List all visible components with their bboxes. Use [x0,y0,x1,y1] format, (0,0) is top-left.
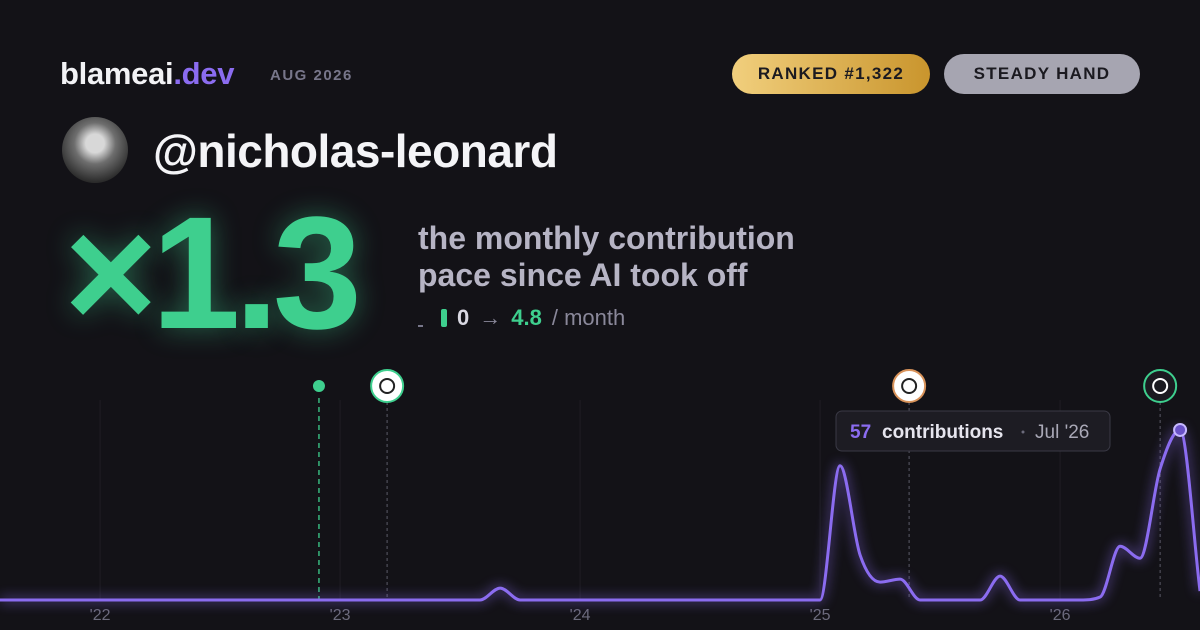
event-dot [312,380,325,392]
tooltip-value: 57 [850,422,871,443]
tooltip-box [835,410,1111,452]
event-icon-glyph [1152,378,1169,394]
after: 4.8 [511,305,542,330]
event-icon-glyph [901,378,918,394]
event-icon [1143,369,1178,403]
event-icon-glyph [379,378,396,394]
x-tick-label: '23 [330,607,351,624]
brand: blameai.dev [60,56,235,92]
date: AUG 2026 [270,67,353,84]
avatar [62,117,128,183]
tooltip-unit: contributions [882,422,1003,443]
multiplier: ×1.3 [64,183,362,362]
x-tick-label: '24 [570,607,591,624]
icon [418,325,423,327]
x-tick-label: '22 [90,607,111,624]
line [0,428,1200,602]
stats: 0 → 4.8 / month [418,305,625,331]
subtitle: pace since AI took off [418,257,748,293]
brand-name: blameai [60,56,174,91]
unit: / month [551,305,626,330]
highlight-point [1173,422,1188,437]
icon [441,309,447,327]
event-icon [370,369,405,403]
rank-badge: RANKED #1,322 [732,54,930,94]
x-tick-label: '25 [810,607,831,624]
before: 0 [457,305,470,330]
arrow: → [479,305,502,330]
style-badge: STEADY HAND [944,54,1140,94]
x-tick-label: '26 [1050,607,1071,624]
brand-suffix: .dev [173,56,235,91]
handle: @nicholas-leonard [153,125,558,177]
tooltip: 57 contributions Jul '26 [835,410,1111,452]
subtitle: the monthly contribution [418,220,795,256]
tooltip-label: Jul '26 [1035,422,1089,443]
event-icon [892,369,927,403]
separator [1021,430,1025,434]
